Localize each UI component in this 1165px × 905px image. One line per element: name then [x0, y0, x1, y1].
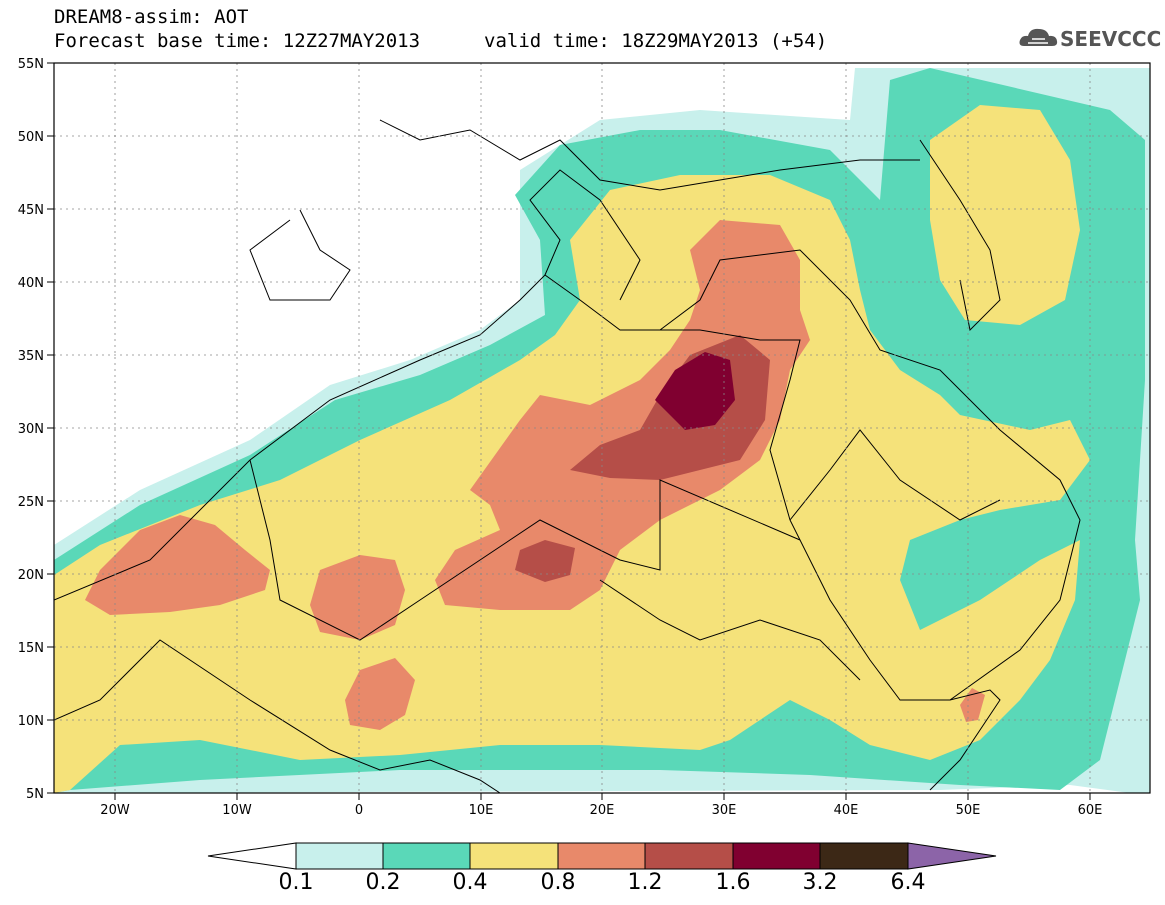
lon-label: 40E: [834, 803, 859, 818]
lon-label: 0: [355, 803, 363, 818]
lon-labels: 20W 10W 0 10E 20E 30E 40E 50E 60E: [100, 803, 1102, 818]
cloud-logo-icon: [1019, 28, 1058, 46]
colorbar-box: [644, 842, 734, 870]
colorbar-label: 3.2: [802, 870, 838, 895]
colorbar-label: 0.4: [452, 870, 488, 895]
lon-label: 20W: [100, 803, 130, 818]
colorbar-box: [295, 842, 384, 870]
lat-label: 35N: [18, 349, 44, 364]
aot-level-0.8-central: [435, 220, 810, 610]
valid-time: valid time: 18Z29MAY2013 (+54): [484, 30, 828, 52]
lat-labels: 55N 50N 45N 40N 35N 30N 25N 20N 15N 10N …: [18, 57, 44, 802]
lat-label: 40N: [18, 276, 44, 291]
colorbar-box: [382, 842, 471, 870]
colorbar-box: [469, 842, 559, 870]
colorbar-box: [732, 842, 821, 870]
gridlines: [54, 63, 1150, 793]
lon-label: 50E: [956, 803, 981, 818]
lat-label: 45N: [18, 203, 44, 218]
aot-level-0.8-nigeria: [345, 658, 415, 730]
forecast-times: Forecast base time: 12Z27MAY2013 valid ti…: [54, 30, 827, 52]
aot-level-0.4-caspian: [930, 105, 1080, 325]
lat-label: 55N: [18, 57, 44, 72]
aot-level-0.8-mali: [310, 555, 405, 640]
tick-marks: [47, 62, 1091, 800]
colorbar-label: 0.8: [540, 870, 576, 895]
lon-label: 20E: [590, 803, 615, 818]
colorbar-label: 6.4: [890, 870, 926, 895]
lat-label: 30N: [18, 422, 44, 437]
lat-label: 20N: [18, 568, 44, 583]
aot-level-1.6: [655, 352, 735, 430]
colorbar-low-arrow: [207, 842, 297, 870]
logo-text: SEEVCCC: [1060, 27, 1162, 51]
lon-label: 30E: [712, 803, 737, 818]
lat-label: 50N: [18, 130, 44, 145]
lon-label: 10E: [469, 803, 494, 818]
colorbar-high-arrow: [907, 842, 997, 870]
aot-level-1.2-chad: [515, 540, 575, 582]
lat-label: 25N: [18, 495, 44, 510]
aot-level-0.8-west: [85, 515, 270, 615]
colorbar: [207, 842, 997, 870]
map-title: DREAM8-assim: AOT: [54, 6, 249, 28]
colorbar-label: 0.2: [365, 870, 401, 895]
lat-label: 15N: [18, 641, 44, 656]
colorbar-box: [557, 842, 646, 870]
lon-label: 10W: [222, 803, 252, 818]
colorbar-label: 0.1: [278, 870, 314, 895]
colorbar-label: 1.6: [715, 870, 751, 895]
lon-label: 60E: [1078, 803, 1103, 818]
aot-level-0.8-somalia: [960, 688, 985, 722]
lat-label: 10N: [18, 714, 44, 729]
colorbar-box: [819, 842, 909, 870]
base-time: Forecast base time: 12Z27MAY2013: [54, 30, 421, 52]
lat-label: 5N: [26, 787, 44, 802]
colorbar-label: 1.2: [627, 870, 663, 895]
coastlines: [54, 119, 1081, 793]
